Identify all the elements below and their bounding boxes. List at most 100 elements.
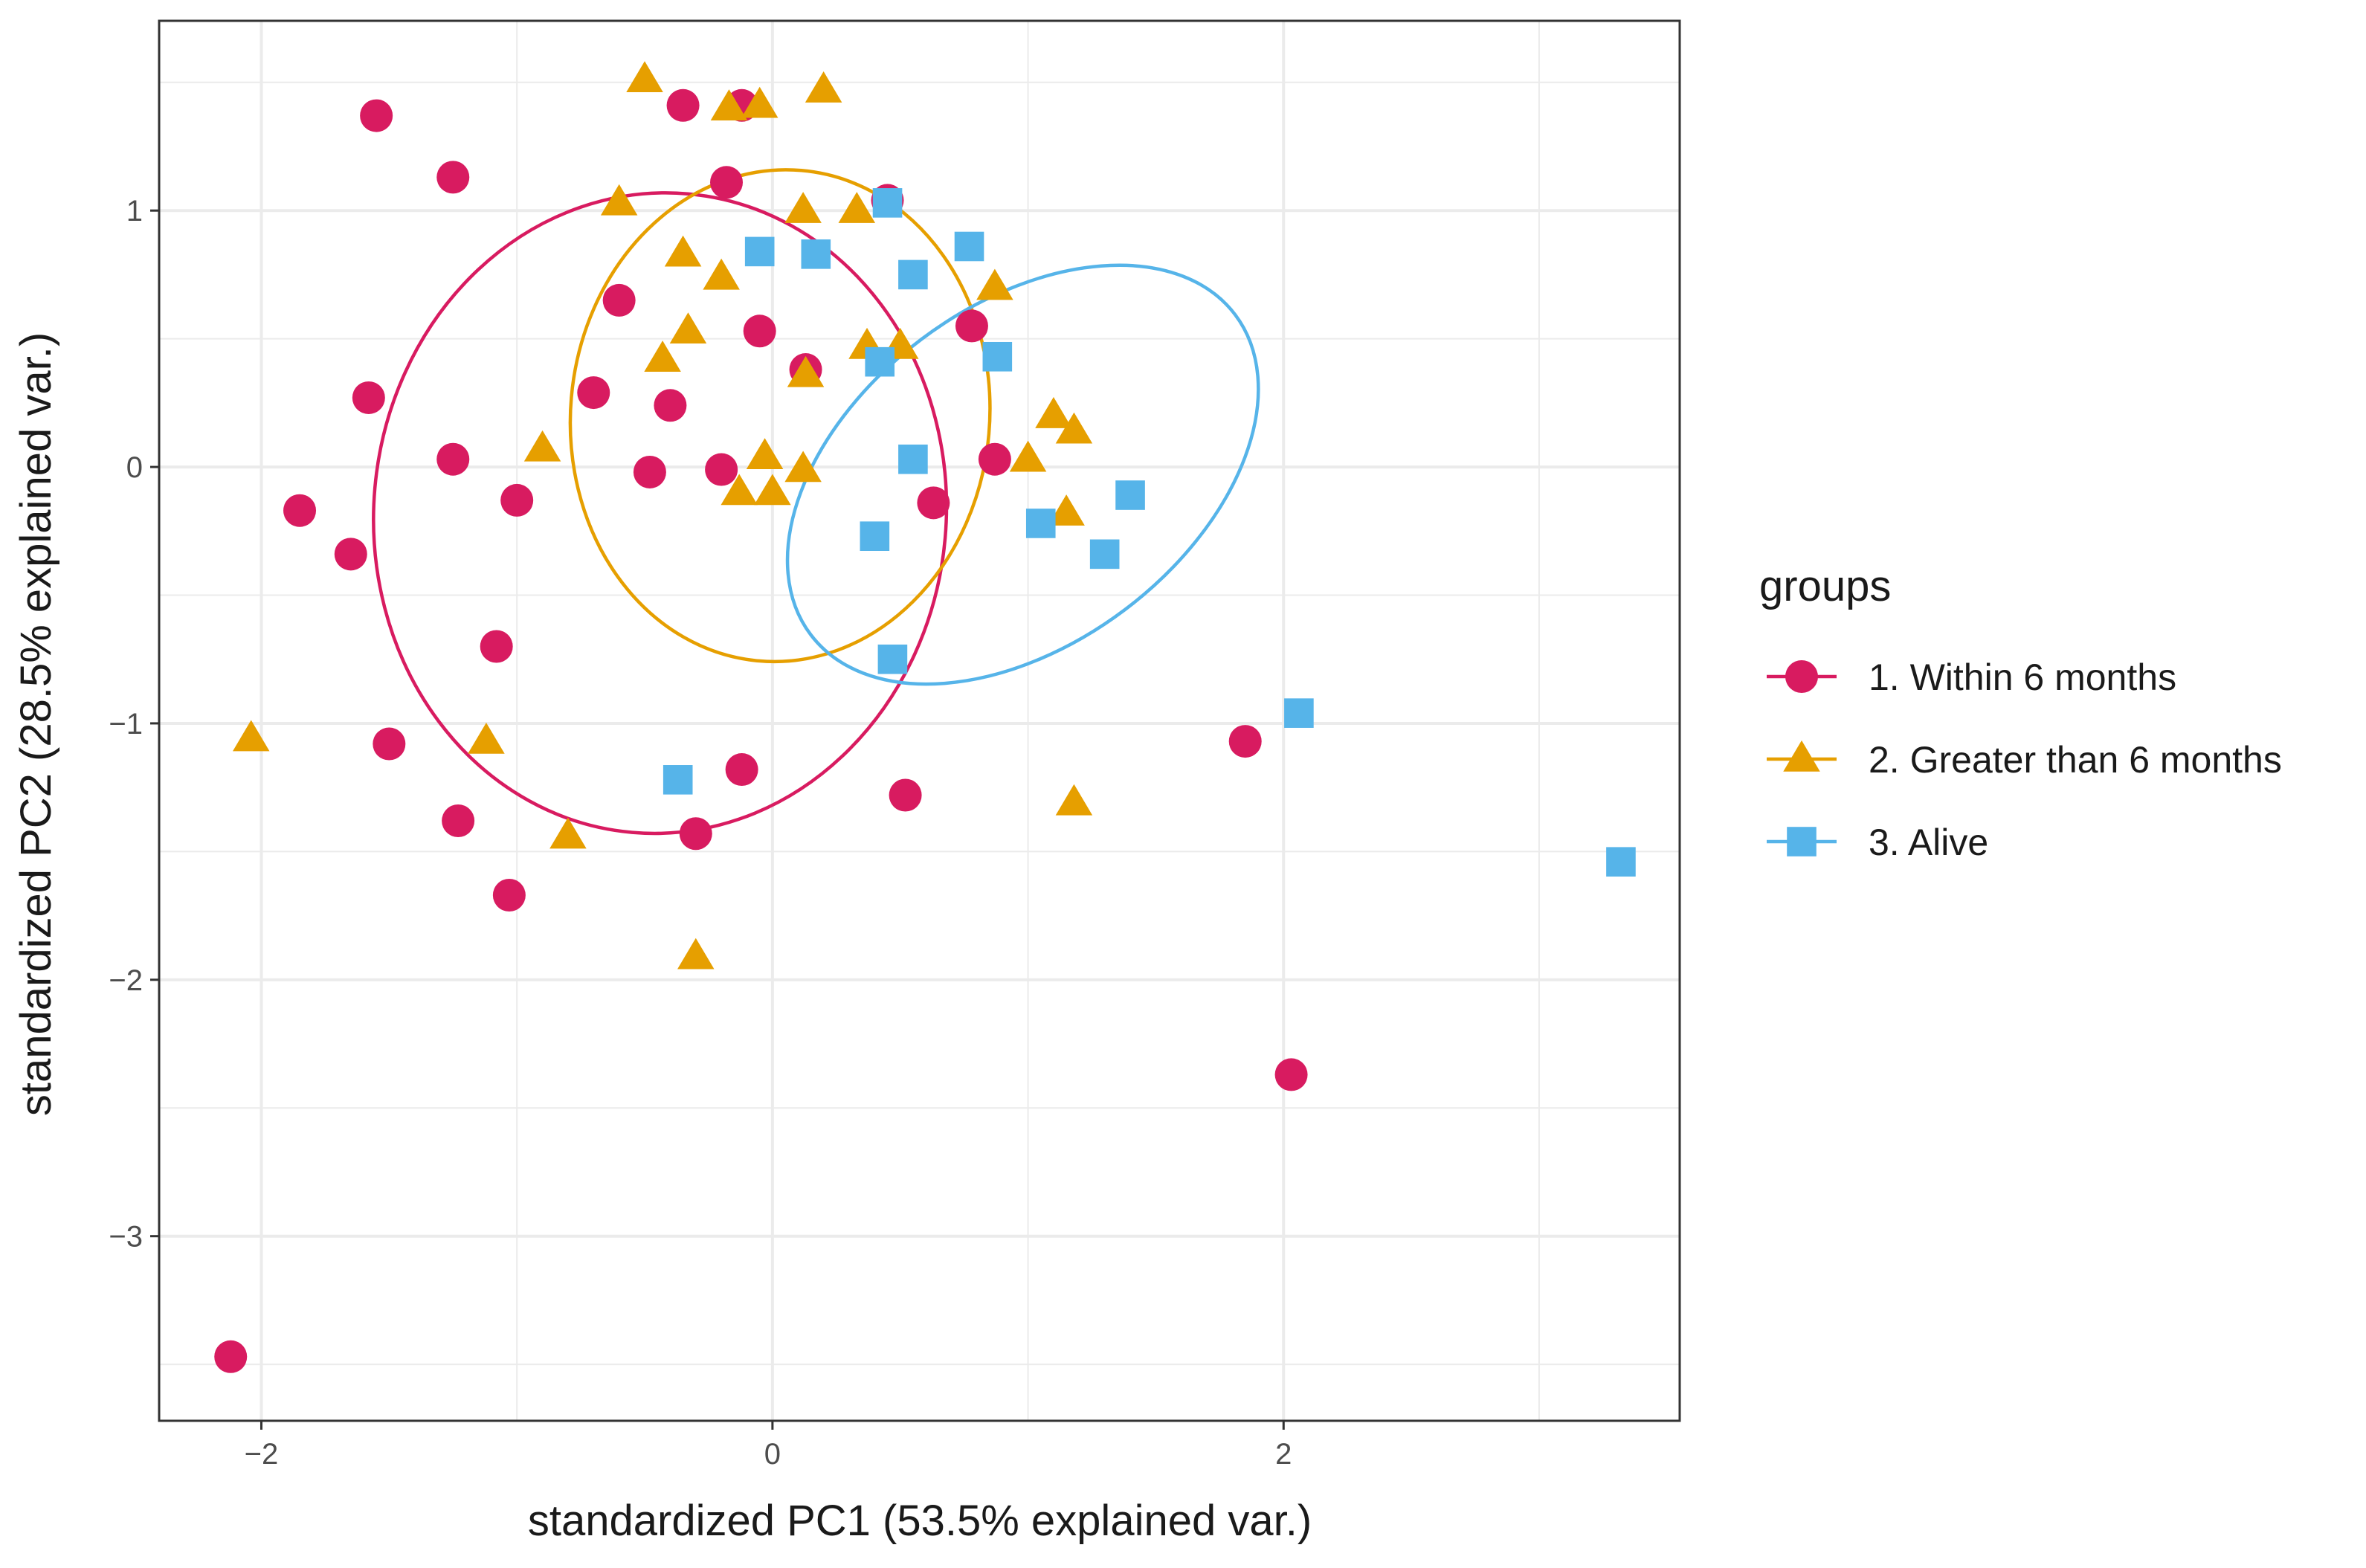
data-point — [334, 538, 367, 571]
data-point — [480, 630, 513, 663]
data-point — [710, 89, 748, 120]
confidence-ellipse — [372, 191, 949, 836]
data-point — [360, 99, 393, 132]
data-point — [633, 455, 666, 488]
data-point — [978, 442, 1011, 476]
data-point — [654, 389, 687, 422]
data-point — [838, 192, 876, 223]
data-point — [600, 184, 638, 216]
data-point — [710, 166, 744, 199]
data-point — [373, 727, 406, 761]
data-point — [743, 314, 776, 348]
legend-title: groups — [1759, 562, 1891, 610]
legend-key-marker — [1785, 660, 1818, 693]
data-point — [954, 231, 984, 262]
data-point — [872, 188, 903, 218]
data-point — [1009, 440, 1047, 472]
data-point — [784, 451, 822, 483]
data-point — [889, 778, 922, 812]
legend-label: 3. Alive — [1869, 822, 1988, 863]
minor-gridlines — [159, 21, 1680, 1421]
data-point — [1025, 509, 1056, 538]
x-tick-label: −2 — [245, 1438, 279, 1471]
y-tick-label: −1 — [109, 708, 143, 741]
data-point — [577, 376, 610, 410]
legend-label: 1. Within 6 months — [1869, 656, 2176, 698]
data-point — [664, 235, 702, 267]
data-point — [898, 444, 928, 474]
data-point — [976, 268, 1013, 300]
y-tick-label: −3 — [109, 1221, 143, 1254]
data-point — [705, 453, 738, 486]
data-point — [669, 312, 707, 344]
confidence-ellipse — [785, 263, 1260, 686]
data-point — [877, 644, 908, 674]
data-point — [352, 381, 385, 414]
data-point — [917, 486, 950, 520]
data-point — [679, 817, 712, 851]
legend-key-marker — [1787, 827, 1817, 856]
data-point — [549, 817, 587, 849]
data-point — [721, 474, 758, 506]
data-point — [741, 86, 779, 118]
data-point — [492, 879, 526, 912]
data-point — [1274, 1058, 1308, 1091]
data-point — [442, 804, 475, 837]
data-point — [1115, 480, 1145, 510]
data-point — [1048, 494, 1085, 526]
data-point — [865, 346, 895, 377]
data-point — [1055, 784, 1093, 816]
data-point — [754, 474, 791, 506]
data-point — [801, 239, 831, 269]
y-axis-ticks: −3 −2 −1 0 1 — [109, 195, 159, 1254]
data-point — [1228, 725, 1262, 758]
data-point — [1055, 412, 1093, 444]
data-point — [1089, 539, 1120, 570]
y-tick-label: 1 — [126, 195, 143, 228]
data-point — [663, 765, 693, 795]
data-point — [703, 258, 740, 290]
data-point — [677, 938, 715, 969]
confidence-ellipses — [372, 168, 1260, 836]
data-point — [468, 723, 505, 754]
legend: groups 1. Within 6 months 2. Greater than… — [1759, 562, 2282, 863]
data-point — [500, 483, 534, 517]
data-point — [1284, 698, 1314, 728]
data-point — [1606, 847, 1636, 877]
x-tick-label: 2 — [1275, 1438, 1292, 1471]
y-tick-label: 0 — [126, 451, 143, 484]
data-point — [744, 236, 775, 267]
data-point — [602, 283, 636, 317]
data-points — [214, 61, 1636, 1373]
data-point — [787, 355, 825, 387]
legend-key-marker — [1783, 740, 1820, 772]
legend-label: 2. Greater than 6 months — [1869, 739, 2282, 781]
data-point — [523, 430, 561, 462]
data-point — [725, 753, 758, 787]
data-point — [898, 259, 928, 290]
data-point — [436, 161, 470, 194]
panel-border — [158, 19, 1681, 1422]
data-point — [982, 341, 1013, 372]
y-axis-title: standardized PC2 (28.5% explained var.) — [12, 332, 60, 1116]
data-point — [666, 88, 700, 122]
data-point — [1035, 397, 1072, 428]
y-tick-label: −2 — [109, 964, 143, 997]
data-point — [784, 192, 822, 223]
x-axis-ticks: −2 0 2 — [245, 1421, 1292, 1471]
data-point — [746, 438, 784, 470]
data-point — [644, 341, 681, 372]
data-point — [626, 61, 663, 93]
x-tick-label: 0 — [764, 1438, 781, 1471]
data-point — [283, 494, 317, 527]
x-axis-title: standardized PC1 (53.5% explained var.) — [528, 1497, 1312, 1545]
data-point — [436, 442, 470, 476]
data-point — [214, 1340, 248, 1373]
confidence-ellipse — [568, 168, 992, 664]
data-point — [232, 720, 270, 752]
data-point — [860, 521, 890, 551]
data-point — [805, 71, 842, 103]
data-point — [955, 309, 988, 343]
